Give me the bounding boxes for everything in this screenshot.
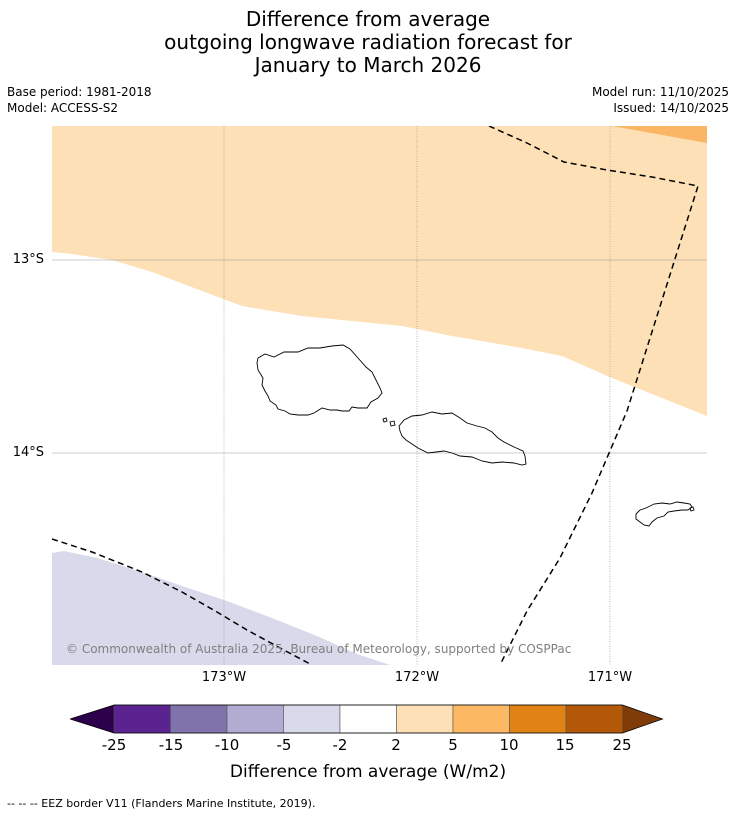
title-line-1: Difference from average <box>245 7 491 31</box>
colorbar-tick-label: 15 <box>555 736 575 754</box>
colorbar-segment <box>509 704 567 734</box>
colorbar-tick-label: 5 <box>448 736 458 754</box>
colorbar-tick-label: 25 <box>612 736 632 754</box>
issued-date: Issued: 14/10/2025 <box>613 101 729 115</box>
base-period: Base period: 1981-2018 <box>7 85 152 99</box>
eez-border-south <box>52 538 313 665</box>
island-upolu <box>398 411 527 466</box>
colorbar-segment <box>452 704 510 734</box>
anomaly-region-light-purple <box>52 551 390 665</box>
colorbar-tick-label: -10 <box>214 736 240 754</box>
island-tutuila <box>635 501 693 527</box>
colorbar-segment <box>339 704 397 734</box>
chart-title: Difference from average outgoing longwav… <box>0 8 736 77</box>
colorbar-segment <box>565 704 623 734</box>
colorbar-outline <box>70 704 664 734</box>
islet-apolima <box>382 417 388 423</box>
meta-right: Model run: 11/10/2025 Issued: 14/10/2025 <box>592 84 729 116</box>
colorbar-tick-label: -2 <box>332 736 348 754</box>
map-panel <box>52 126 707 665</box>
colorbar-tick-label: -25 <box>101 736 127 754</box>
colorbar <box>70 704 664 734</box>
anomaly-region-mid-orange <box>612 126 707 143</box>
title-line-3: January to March 2026 <box>254 53 482 77</box>
colorbar-segment <box>170 704 228 734</box>
colorbar-title: Difference from average (W/m2) <box>229 762 507 782</box>
colorbar-tick-label: -5 <box>276 736 292 754</box>
eez-footnote: -- -- -- EEZ border V11 (Flanders Marine… <box>7 797 316 810</box>
meta-left: Base period: 1981-2018 Model: ACCESS-S2 <box>7 84 152 116</box>
copyright-notice: © Commonwealth of Australia 2025, Bureau… <box>66 642 572 656</box>
islet-aunuu <box>689 506 695 512</box>
model-run: Model run: 11/10/2025 <box>591 85 729 99</box>
colorbar-tick-label: 2 <box>391 736 401 754</box>
lon-label-172w: 172°W <box>394 670 440 685</box>
lon-label-173w: 173°W <box>201 670 247 685</box>
lon-label-171w: 171°W <box>587 670 633 685</box>
model-name: Model: ACCESS-S2 <box>7 101 119 115</box>
title-line-2: outgoing longwave radiation forecast for <box>164 30 572 54</box>
colorbar-segment <box>283 704 341 734</box>
colorbar-segment <box>396 704 454 734</box>
anomaly-region-light-orange <box>52 126 707 416</box>
colorbar-extend-high <box>622 705 663 733</box>
lat-label-13s: 13°S <box>12 252 44 267</box>
colorbar-segment <box>113 704 171 734</box>
colorbar-tick-label: 10 <box>499 736 519 754</box>
colorbar-extend-low <box>70 705 114 733</box>
colorbar-segment <box>226 704 284 734</box>
island-savaii <box>256 344 383 416</box>
lat-label-14s: 14°S <box>12 445 44 460</box>
islet-manono <box>389 420 396 427</box>
colorbar-tick-label: -15 <box>158 736 184 754</box>
